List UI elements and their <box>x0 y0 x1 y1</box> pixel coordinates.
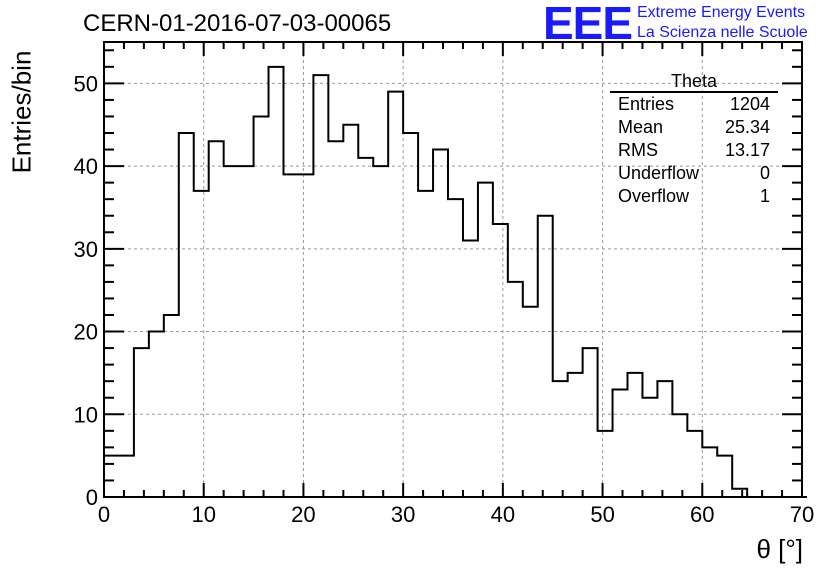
plot-frame <box>103 41 803 498</box>
stats-label: Mean <box>618 117 664 137</box>
x-axis-label: θ [°] <box>756 534 803 564</box>
stats-row: RMS 13.17 <box>610 139 778 162</box>
stats-row: Underflow 0 <box>610 162 778 185</box>
stats-value: 1204 <box>729 94 770 114</box>
stats-value: 25.34 <box>724 117 770 137</box>
stats-value: 1 <box>759 186 770 206</box>
y-tick-label: 30 <box>74 237 98 262</box>
x-tick-label: 60 <box>690 502 714 527</box>
x-tick-label: 30 <box>391 502 415 527</box>
x-tick-label: 20 <box>291 502 315 527</box>
chart-title: CERN-01-2016-07-03-00065 <box>83 10 392 37</box>
stats-value: 13.17 <box>724 140 770 160</box>
logo-caption-line-2: La Scienza nelle Scuole <box>637 24 808 41</box>
stats-row: Mean 25.34 <box>610 116 778 139</box>
x-tick-label: 0 <box>98 502 110 527</box>
y-tick-label: 10 <box>74 402 98 427</box>
x-tick-label: 70 <box>790 502 814 527</box>
y-tick-label: 0 <box>86 485 98 510</box>
stats-row: Entries 1204 <box>610 93 778 116</box>
grid-lines <box>104 42 802 497</box>
stats-label: Entries <box>618 94 675 114</box>
axis-ticks <box>103 42 803 498</box>
eee-logo: EEE <box>543 0 633 49</box>
y-tick-label: 40 <box>74 154 98 179</box>
y-tick-label: 50 <box>74 71 98 96</box>
stats-row: Overflow 1 <box>610 185 778 208</box>
stats-title: Theta <box>610 71 778 93</box>
x-tick-label: 50 <box>590 502 614 527</box>
x-tick-label: 10 <box>191 502 215 527</box>
stats-label: Underflow <box>618 163 700 183</box>
histogram-step-line <box>103 65 807 498</box>
stats-value: 0 <box>759 163 770 183</box>
stats-label: Overflow <box>618 186 690 206</box>
y-axis-label: Entries/bin <box>6 50 37 174</box>
logo-caption: Extreme Energy Events La Scienza nelle S… <box>637 3 808 43</box>
stats-box: Theta Entries 1204 Mean 25.34 RMS 13.17 … <box>610 71 778 208</box>
logo-caption-line-1: Extreme Energy Events <box>637 4 806 21</box>
stats-label: RMS <box>618 140 658 160</box>
x-tick-label: 40 <box>491 502 515 527</box>
y-tick-label: 20 <box>74 320 98 345</box>
